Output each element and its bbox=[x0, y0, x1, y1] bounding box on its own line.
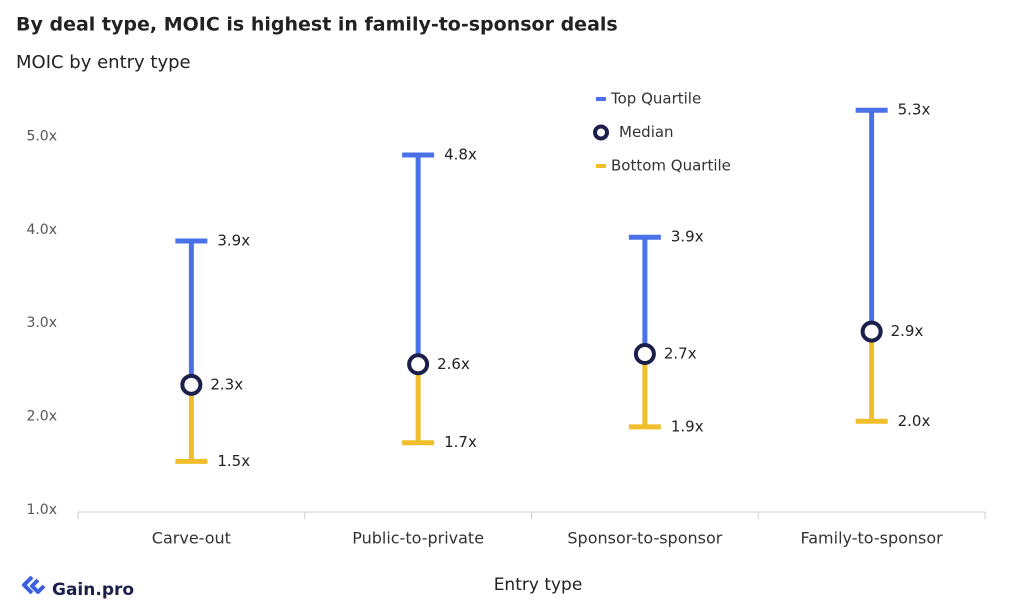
x-axis-label: Entry type bbox=[494, 575, 583, 595]
median-marker bbox=[633, 343, 656, 366]
value-label: 1.7x bbox=[444, 433, 477, 451]
y-tick-label: 2.0x bbox=[26, 409, 57, 425]
median-marker bbox=[407, 353, 430, 376]
x-tick-label: Carve-out bbox=[152, 529, 231, 548]
value-label: 2.6x bbox=[437, 355, 470, 373]
brand-name: Gain.pro bbox=[52, 580, 134, 600]
value-label: 2.3x bbox=[210, 375, 243, 393]
value-label: 3.9x bbox=[671, 228, 704, 246]
value-label: 1.5x bbox=[217, 452, 250, 470]
legend-label: Top Quartile bbox=[610, 90, 701, 108]
median-marker bbox=[180, 373, 203, 396]
y-tick-label: 1.0x bbox=[26, 502, 57, 518]
value-label: 2.0x bbox=[898, 412, 931, 430]
y-tick-label: 4.0x bbox=[26, 222, 57, 238]
x-tick-label: Family-to-sponsor bbox=[801, 529, 944, 548]
legend-label: Median bbox=[619, 123, 674, 141]
median-marker bbox=[860, 320, 883, 343]
y-tick-label: 5.0x bbox=[26, 128, 57, 144]
x-tick-label: Sponsor-to-sponsor bbox=[567, 529, 722, 548]
value-label: 5.3x bbox=[898, 101, 931, 119]
chart-subtitle: MOIC by entry type bbox=[16, 52, 191, 73]
legend-marker bbox=[593, 124, 609, 141]
y-tick-label: 3.0x bbox=[26, 315, 57, 331]
value-label: 2.7x bbox=[664, 345, 697, 363]
chart-title: By deal type, MOIC is highest in family-… bbox=[16, 14, 618, 36]
legend-label: Bottom Quartile bbox=[611, 157, 731, 175]
value-label: 1.9x bbox=[671, 417, 704, 435]
value-label: 2.9x bbox=[891, 322, 924, 340]
x-tick-label: Public-to-private bbox=[352, 529, 484, 548]
brand-logo bbox=[22, 575, 46, 595]
value-label: 3.9x bbox=[217, 231, 250, 249]
value-label: 4.8x bbox=[444, 146, 477, 164]
